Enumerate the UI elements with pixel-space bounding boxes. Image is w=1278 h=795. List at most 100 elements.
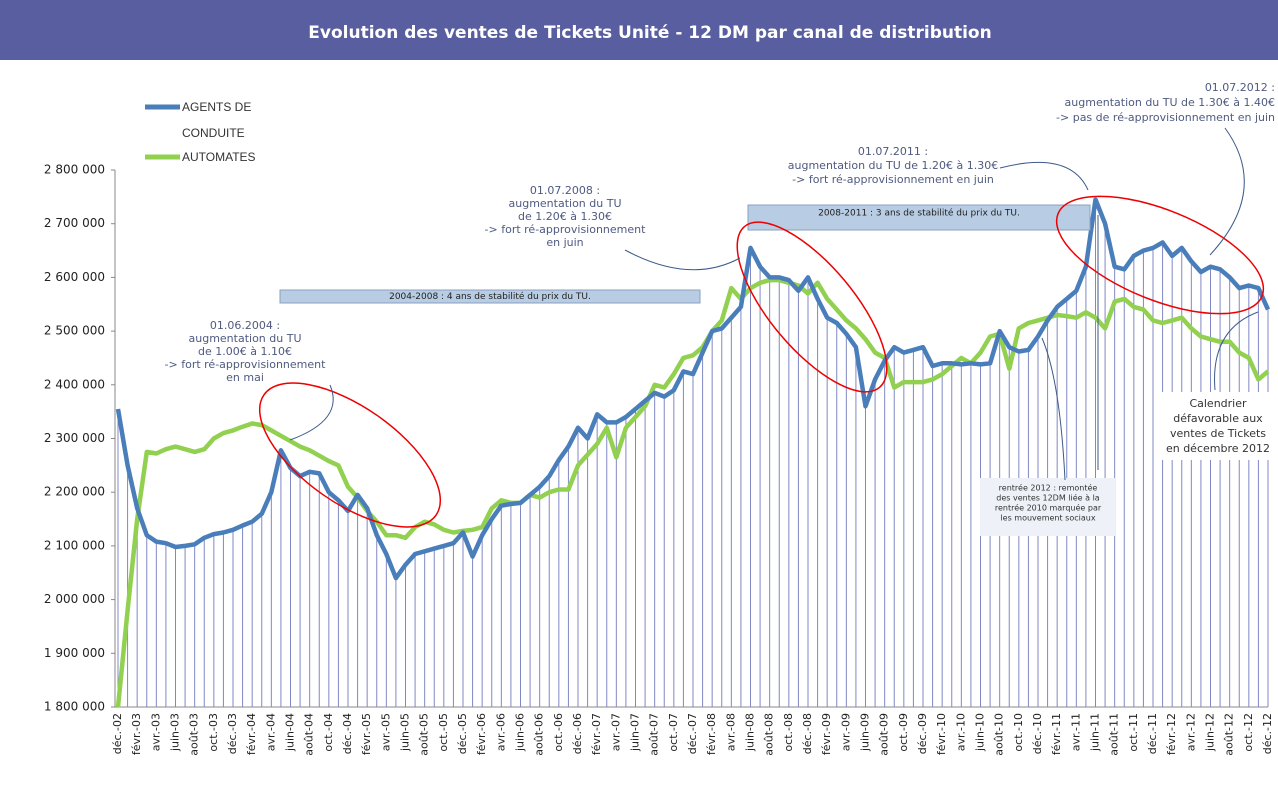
annotation: 01.06.2004 : [210,319,280,332]
x-tick-label: oct.-04 [322,713,335,752]
x-tick-label: févr.-10 [935,713,948,755]
x-tick-label: déc.-08 [801,713,814,754]
y-tick-label: 2 500 000 [44,324,105,338]
arrow [1041,337,1066,481]
x-tick-label: juin-11 [1089,713,1102,752]
x-tick-label: août-05 [418,713,431,756]
annotation: 01.07.2008 : [530,184,600,197]
x-tick-label: févr.-04 [245,713,258,755]
band-label: 2008-2011 : 3 ans de stabilité du prix d… [818,208,1020,219]
x-tick-label: juin-09 [859,713,872,752]
arrows [289,127,1259,481]
annotation: augmentation du TU [509,197,622,210]
x-tick-label: juin-06 [514,713,527,752]
x-tick-label: avr.-03 [149,713,162,751]
annotation: en décembre 2012 [1166,442,1270,455]
y-tick-label: 2 400 000 [44,377,105,391]
y-tick-label: 1 900 000 [44,646,105,660]
x-tick-label: oct.-03 [207,713,220,752]
x-tick-label: avr.-08 [724,713,737,751]
x-tick-label: avr.-10 [954,713,967,751]
arrow [289,384,334,441]
x-tick-label: oct.-07 [667,713,680,752]
x-tick-label: avr.-06 [494,713,507,751]
x-tick-label: févr.-07 [590,713,603,755]
x-tick-label: févr.-09 [820,713,833,755]
x-tick-label: août-12 [1223,713,1236,756]
x-tick-label: déc.-06 [571,713,584,754]
x-tick-label: juin-07 [629,713,642,752]
band-label: 2004-2008 : 4 ans de stabilité du prix d… [389,291,591,302]
x-tick-label: oct.-11 [1127,713,1140,752]
x-tick-label: juin-12 [1204,713,1217,752]
y-tick-label: 1 800 000 [44,700,105,714]
band [279,289,701,304]
arrow [1209,127,1245,256]
annotation: augmentation du TU de 1.20€ à 1.30€ [788,159,998,172]
x-tick-label: août-09 [878,713,891,756]
x-tick-label: févr.-06 [475,713,488,755]
annotation: de 1.00€ à 1.10€ [198,345,292,358]
x-tick-label: oct.-10 [1012,713,1025,752]
legend-label: AUTOMATES [182,150,256,164]
y-tick-label: 2 100 000 [44,538,105,552]
x-tick-label: déc.-05 [456,713,469,754]
annotation: rentrée 2012 : remontée [999,483,1098,493]
x-tick-label: déc.-09 [916,713,929,754]
x-tick-label: avr.-07 [609,713,622,751]
x-tick-label: août-11 [1108,713,1121,756]
series-line [115,197,1271,581]
annotation: Calendrier [1189,397,1247,410]
y-tick-label: 2 200 000 [44,485,105,499]
x-tick-label: oct.-12 [1242,713,1255,752]
y-tick-label: 2 300 000 [44,431,105,445]
x-tick-label: août-07 [648,713,661,756]
annotation: défavorable aux [1173,412,1263,425]
note-box [1160,392,1272,460]
ellipse [1055,195,1265,315]
y-tick-label: 2 800 000 [44,163,105,177]
annotation: 01.07.2012 : [1205,81,1275,94]
x-tick-label: août-03 [188,713,201,756]
annotation: -> pas de ré-approvisionnement en juin [1056,111,1275,124]
annotation: -> fort ré-approvisionnement [485,223,647,236]
x-tick-label: déc.-03 [226,713,239,754]
arrow [1214,311,1259,391]
x-tick-label: févr.-12 [1165,713,1178,755]
x-tick-label: déc.-11 [1146,713,1159,754]
y-tick-label: 2 700 000 [44,216,105,230]
annotation: de 1.20€ à 1.30€ [518,210,612,223]
x-tick-label: oct.-09 [897,713,910,752]
x-tick-label: avr.-04 [264,713,277,751]
x-tick-label: avr.-11 [1069,713,1082,751]
annotation: augmentation du TU de 1.30€ à 1.40€ [1065,96,1275,109]
annotation: -> fort ré-approvisionnement en juin [792,173,994,186]
x-tick-label: juin-10 [974,713,987,752]
band [747,204,1091,231]
x-tick-label: juin-05 [399,713,412,752]
x-tick-label: juin-04 [284,713,297,752]
annotation: des ventes 12DM liée à la [996,493,1099,503]
annotation: 01.07.2011 : [858,145,928,158]
chart-title: Evolution des ventes de Tickets Unité - … [308,23,991,43]
x-tick-label: oct.-06 [552,713,565,752]
x-tick-label: août-08 [763,713,776,756]
title-bar [0,0,1278,60]
x-tick-label: févr.-11 [1050,713,1063,755]
x-tick-label: déc.-12 [1261,713,1274,754]
arrow [624,249,741,271]
x-tick-label: août-04 [303,713,316,756]
annotation: ventes de Tickets [1170,427,1266,440]
annotation: en juin [546,236,583,249]
x-tick-label: juin-08 [744,713,757,752]
annotation: rentrée 2010 marquée par [995,503,1102,513]
x-tick-label: févr.-03 [130,713,143,755]
x-tick-label: déc.-04 [341,713,354,754]
x-tick-label: oct.-08 [782,713,795,752]
plot: 1 800 000 1 900 000 2 000 000 2 100 000 2 20… [44,81,1275,756]
legend-label: AGENTS DE CONDUITE [182,100,252,140]
arrow [999,161,1089,191]
x-tick-label: avr.-05 [379,713,392,751]
highlights [258,195,1265,528]
